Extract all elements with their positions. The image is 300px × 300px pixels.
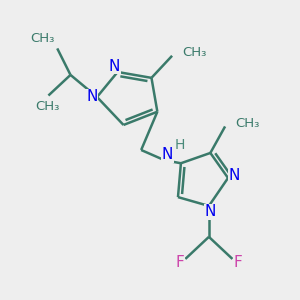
Text: H: H (175, 138, 185, 152)
Text: N: N (229, 167, 240, 182)
Text: N: N (205, 204, 216, 219)
Text: CH₃: CH₃ (30, 32, 54, 46)
Text: F: F (233, 255, 242, 270)
Text: N: N (161, 147, 173, 162)
Text: CH₃: CH₃ (236, 117, 260, 130)
Text: N: N (86, 89, 98, 104)
Text: F: F (176, 255, 184, 270)
Text: CH₃: CH₃ (35, 100, 59, 113)
Text: N: N (109, 58, 120, 74)
Text: CH₃: CH₃ (182, 46, 207, 59)
